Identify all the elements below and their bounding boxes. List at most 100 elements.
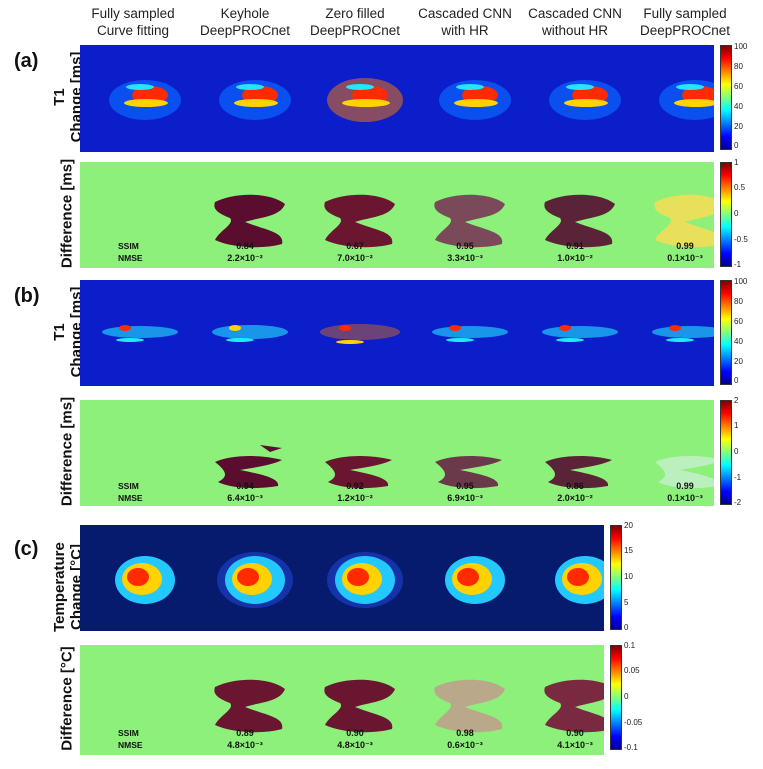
colorbar-tick: -1 — [734, 473, 742, 482]
difference-map-shape — [545, 456, 612, 489]
panel-c-label: (c) — [14, 538, 39, 560]
column-header-line: without HR — [541, 23, 609, 38]
colorbar-tick: 1 — [734, 421, 739, 430]
ssim-value: 0.67 — [346, 241, 364, 251]
ylabel-line: Difference [°C] — [58, 646, 76, 751]
nmse-label: NMSE — [118, 740, 143, 750]
temperature-map-shape — [217, 552, 293, 608]
column-header-line: DeepPROCnet — [639, 23, 731, 38]
colorbar-tick: 100 — [734, 42, 748, 51]
column-header-5: Cascaded CNN without HR — [520, 5, 630, 39]
difference-map-shape — [654, 194, 714, 248]
column-header-6: Fully sampled DeepPROCnet — [630, 5, 740, 39]
panel-c-map-colorbar — [610, 525, 622, 630]
column-header-line: with HR — [441, 23, 489, 38]
ssim-value: 0.98 — [456, 728, 474, 738]
t1-map-shape — [439, 80, 511, 120]
column-header-1: Fully sampled Curve fitting — [78, 5, 188, 39]
colorbar-tick: 0 — [734, 376, 739, 385]
t1-map-shape — [432, 325, 508, 342]
difference-map-shape — [324, 679, 395, 733]
panel-b-difference-strip — [80, 400, 714, 506]
column-header-line: Cascaded CNN — [528, 6, 622, 21]
colorbar-tick: 40 — [734, 337, 743, 346]
nmse-label: NMSE — [118, 253, 143, 263]
panel-c-difference-strip — [80, 645, 604, 755]
difference-map-shape — [214, 679, 285, 733]
colorbar-tick: 20 — [734, 122, 743, 131]
ssim-value: 0.94 — [236, 481, 254, 491]
panel-b-diff-colorbar — [720, 400, 732, 505]
colorbar-tick: -1 — [734, 260, 742, 269]
colorbar-tick: 80 — [734, 62, 743, 71]
nmse-value: 0.6×10⁻³ — [447, 740, 483, 750]
t1-map-shape — [327, 78, 403, 122]
column-header-line: Keyhole — [220, 6, 270, 21]
nmse-value: 1.2×10⁻² — [337, 493, 373, 503]
ssim-value: 0.95 — [456, 241, 474, 251]
ssim-value: 0.84 — [236, 241, 254, 251]
column-header-line: Curve fitting — [96, 23, 170, 38]
difference-map-shape — [324, 194, 395, 248]
colorbar-tick: 15 — [624, 546, 633, 555]
column-header-line: Zero filled — [325, 6, 385, 21]
t1-map-shape — [659, 80, 714, 120]
nmse-value: 7.0×10⁻² — [337, 253, 373, 263]
ylabel-line: Difference [ms] — [58, 396, 76, 507]
colorbar-tick: 1 — [734, 158, 739, 167]
colorbar-tick: 0.5 — [734, 183, 746, 192]
ylabel-line: Temperature — [51, 542, 68, 632]
t1-map-shape — [212, 325, 288, 342]
t1-map-shape — [542, 325, 618, 342]
column-header-4: Cascaded CNN with HR — [410, 5, 520, 39]
temperature-map-shape — [327, 552, 403, 608]
ylabel-line: Difference [ms] — [58, 158, 76, 269]
colorbar-tick: 0 — [734, 209, 739, 218]
ssim-value: 0.92 — [346, 481, 364, 491]
ssim-value: 0.95 — [456, 481, 474, 491]
nmse-value: 0.1×10⁻³ — [667, 493, 703, 503]
panel-b-label: (b) — [14, 285, 40, 307]
difference-map-shape — [544, 679, 604, 733]
temperature-map-shape — [555, 556, 604, 604]
colorbar-tick: 60 — [734, 317, 743, 326]
nmse-label: NMSE — [118, 493, 143, 503]
colorbar-tick: 0 — [734, 141, 739, 150]
difference-map-shape — [215, 445, 282, 489]
panel-b-diff-ylabel: Difference [ms] — [59, 393, 76, 511]
panel-c-diff-ylabel: Difference [°C] — [59, 640, 76, 758]
colorbar-tick: -0.5 — [734, 235, 748, 244]
panel-b-t1-maps — [102, 324, 714, 344]
panel-a-diff-ylabel: Difference [ms] — [59, 155, 76, 273]
t1-map-shape — [219, 80, 291, 120]
ssim-label: SSIM — [118, 728, 139, 738]
temperature-map-shape — [115, 556, 175, 604]
ylabel-line: T1 — [51, 323, 68, 341]
colorbar-tick: 0 — [734, 447, 739, 456]
difference-map-shape — [655, 456, 714, 489]
ssim-value: 0.90 — [346, 728, 364, 738]
colorbar-tick: 40 — [734, 102, 743, 111]
colorbar-tick: 0.1 — [624, 641, 636, 650]
colorbar-tick: 80 — [734, 297, 743, 306]
nmse-value: 4.1×10⁻³ — [557, 740, 593, 750]
nmse-value: 2.0×10⁻² — [557, 493, 593, 503]
panel-c-difference-maps — [214, 679, 604, 733]
panel-a-t1-maps — [109, 78, 714, 122]
colorbar-tick: 100 — [734, 277, 748, 286]
panel-b-difference-maps — [215, 445, 714, 489]
difference-map-shape — [214, 194, 285, 248]
column-header-2: Keyhole DeepPROCnet — [190, 5, 300, 39]
panel-c-diff-colorbar — [610, 645, 622, 750]
panel-a-label: (a) — [14, 50, 39, 72]
nmse-value: 2.2×10⁻² — [227, 253, 263, 263]
ylabel-line: T1 — [51, 88, 68, 106]
t1-map-shape — [652, 325, 714, 342]
colorbar-tick: 0.05 — [624, 666, 640, 675]
t1-map-shape — [320, 324, 400, 344]
ssim-value: 0.86 — [566, 481, 584, 491]
panel-b-t1-map-strip — [80, 280, 714, 386]
ssim-value: 0.99 — [676, 481, 694, 491]
nmse-value: 6.9×10⁻³ — [447, 493, 483, 503]
colorbar-tick: 0 — [624, 692, 629, 701]
